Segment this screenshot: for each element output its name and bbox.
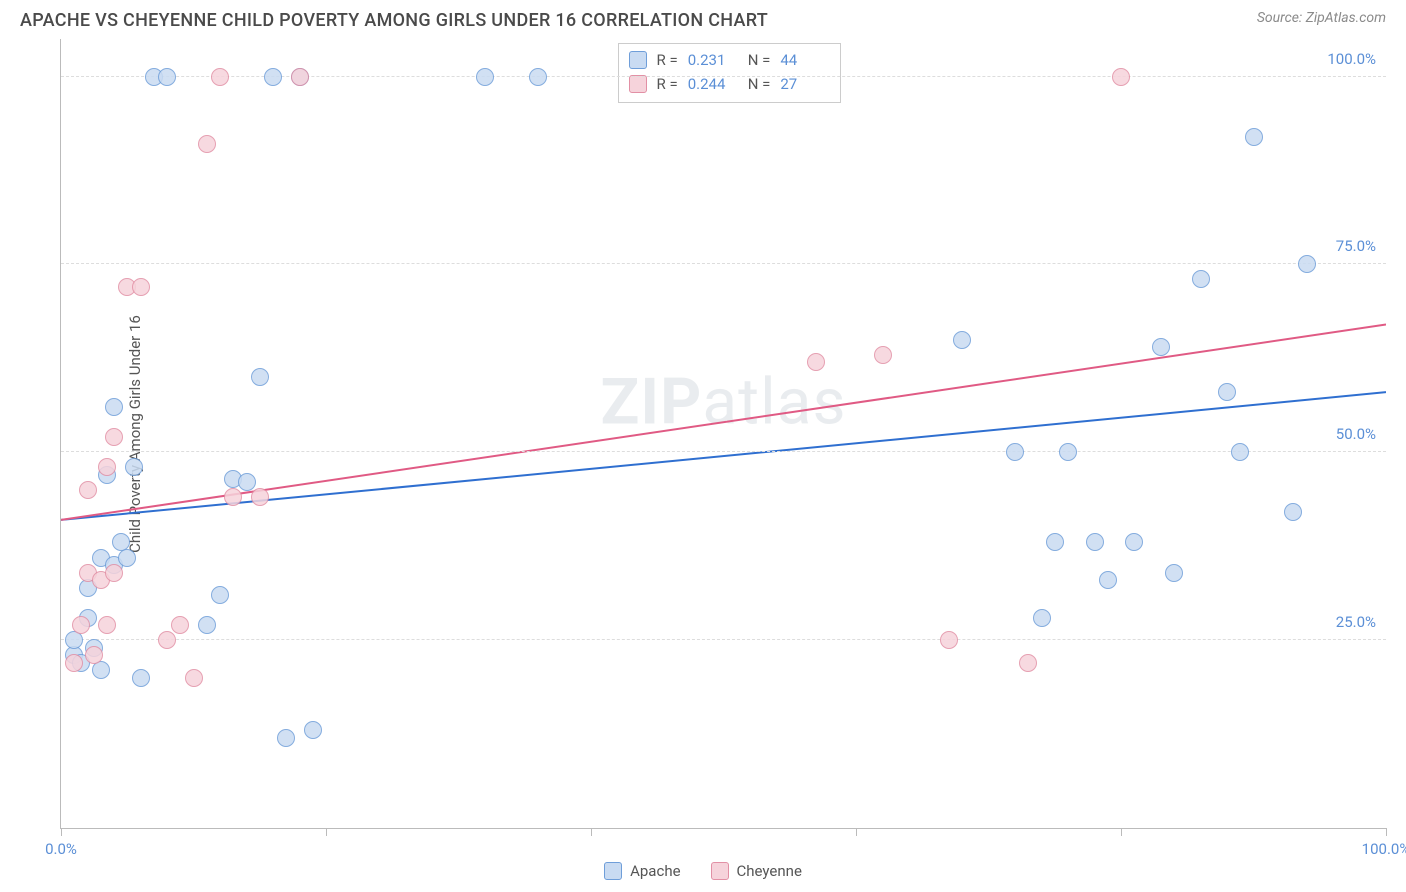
scatter-point	[277, 729, 295, 747]
scatter-point	[1192, 270, 1210, 288]
x-tick	[1121, 828, 1122, 836]
plot-area: ZIPatlas R = 0.231 N = 44 R = 0.244 N = 27 25.0…	[60, 39, 1386, 829]
y-tick-label: 75.0%	[1336, 237, 1376, 255]
legend-item: Apache	[604, 862, 680, 880]
watermark-bold: ZIP	[601, 364, 703, 439]
legend-item: Cheyenne	[711, 862, 802, 880]
grid-line	[61, 263, 1386, 264]
x-tick	[1386, 828, 1387, 836]
scatter-point	[211, 68, 229, 86]
scatter-point	[158, 631, 176, 649]
scatter-point	[1086, 533, 1104, 551]
scatter-point	[105, 398, 123, 416]
plot-wrap: Child Poverty Among Girls Under 16 ZIPat…	[50, 39, 1396, 829]
source-name: ZipAtlas.com	[1306, 10, 1386, 26]
legend-swatch	[629, 51, 647, 69]
x-tick	[856, 828, 857, 836]
scatter-point	[1006, 443, 1024, 461]
stats-row: R = 0.231 N = 44	[629, 48, 831, 72]
legend-label: Apache	[630, 862, 680, 880]
legend-swatch	[604, 862, 622, 880]
grid-line	[61, 76, 1386, 77]
scatter-point	[125, 458, 143, 476]
scatter-point	[304, 721, 322, 739]
stat-r-label: R =	[657, 51, 678, 69]
watermark: ZIPatlas	[601, 364, 847, 439]
scatter-point	[132, 278, 150, 296]
legend-label: Cheyenne	[737, 862, 802, 880]
x-tick	[326, 828, 327, 836]
stat-r-value: 0.231	[688, 51, 738, 69]
scatter-point	[1019, 654, 1037, 672]
scatter-point	[211, 586, 229, 604]
scatter-point	[118, 549, 136, 567]
watermark-light: atlas	[702, 364, 846, 439]
scatter-point	[1231, 443, 1249, 461]
scatter-point	[1152, 338, 1170, 356]
x-tick-label: 100.0%	[1362, 840, 1406, 858]
trend-lines	[61, 39, 1386, 828]
scatter-point	[72, 616, 90, 634]
stat-r-value: 0.244	[688, 75, 738, 93]
x-tick-label: 0.0%	[45, 840, 77, 858]
scatter-point	[1218, 383, 1236, 401]
stat-r-label: R =	[657, 75, 678, 93]
scatter-point	[171, 616, 189, 634]
scatter-point	[807, 353, 825, 371]
scatter-point	[264, 68, 282, 86]
chart-container: APACHE VS CHEYENNE CHILD POVERTY AMONG G…	[0, 0, 1406, 892]
scatter-point	[238, 473, 256, 491]
scatter-point	[132, 669, 150, 687]
scatter-point	[1284, 503, 1302, 521]
scatter-point	[98, 616, 116, 634]
scatter-point	[85, 646, 103, 664]
scatter-point	[185, 669, 203, 687]
source-prefix: Source:	[1257, 10, 1306, 26]
scatter-point	[1125, 533, 1143, 551]
scatter-point	[1165, 564, 1183, 582]
scatter-point	[98, 458, 116, 476]
stat-n-value: 27	[780, 75, 830, 93]
scatter-point	[251, 368, 269, 386]
scatter-point	[158, 68, 176, 86]
scatter-point	[251, 488, 269, 506]
stat-n-label: N =	[748, 75, 771, 93]
legend-swatch	[711, 862, 729, 880]
scatter-point	[224, 488, 242, 506]
scatter-point	[476, 68, 494, 86]
scatter-point	[291, 68, 309, 86]
stat-n-value: 44	[780, 51, 830, 69]
bottom-legend: Apache Cheyenne	[0, 862, 1406, 880]
scatter-point	[198, 135, 216, 153]
y-tick-label: 25.0%	[1336, 613, 1376, 631]
title-bar: APACHE VS CHEYENNE CHILD POVERTY AMONG G…	[0, 0, 1406, 39]
scatter-point	[1245, 128, 1263, 146]
scatter-point	[1059, 443, 1077, 461]
scatter-point	[1298, 255, 1316, 273]
source-credit: Source: ZipAtlas.com	[1257, 10, 1386, 26]
scatter-point	[1112, 68, 1130, 86]
scatter-point	[79, 481, 97, 499]
grid-line	[61, 639, 1386, 640]
y-tick-label: 50.0%	[1336, 425, 1376, 443]
stat-n-label: N =	[748, 51, 771, 69]
x-tick	[61, 828, 62, 836]
scatter-point	[529, 68, 547, 86]
scatter-point	[940, 631, 958, 649]
stats-box: R = 0.231 N = 44 R = 0.244 N = 27	[618, 43, 842, 103]
chart-title: APACHE VS CHEYENNE CHILD POVERTY AMONG G…	[20, 10, 768, 31]
scatter-point	[105, 428, 123, 446]
grid-line	[61, 451, 1386, 452]
scatter-point	[65, 654, 83, 672]
x-tick	[591, 828, 592, 836]
scatter-point	[1033, 609, 1051, 627]
scatter-point	[874, 346, 892, 364]
scatter-point	[198, 616, 216, 634]
scatter-point	[1099, 571, 1117, 589]
scatter-point	[953, 331, 971, 349]
scatter-point	[105, 564, 123, 582]
scatter-point	[1046, 533, 1064, 551]
y-tick-label: 100.0%	[1327, 50, 1376, 68]
legend-swatch	[629, 75, 647, 93]
